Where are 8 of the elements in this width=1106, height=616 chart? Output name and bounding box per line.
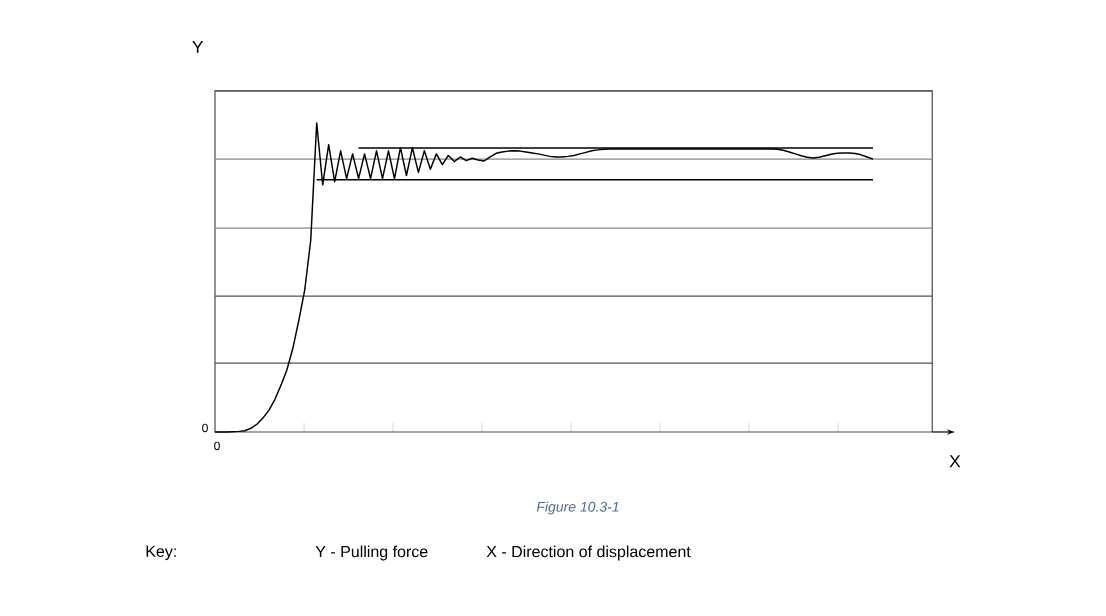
text: Y - Pulling force [315, 545, 428, 561]
x-axis-title: X [949, 455, 961, 468]
text: 0 [202, 423, 208, 433]
text: Key: [146, 545, 176, 561]
y-axis-title: Y [192, 40, 204, 53]
caption: Figure 10.3-1 [536, 501, 619, 515]
text: 0 [214, 441, 220, 451]
text: X - Direction of displacement [486, 545, 691, 561]
